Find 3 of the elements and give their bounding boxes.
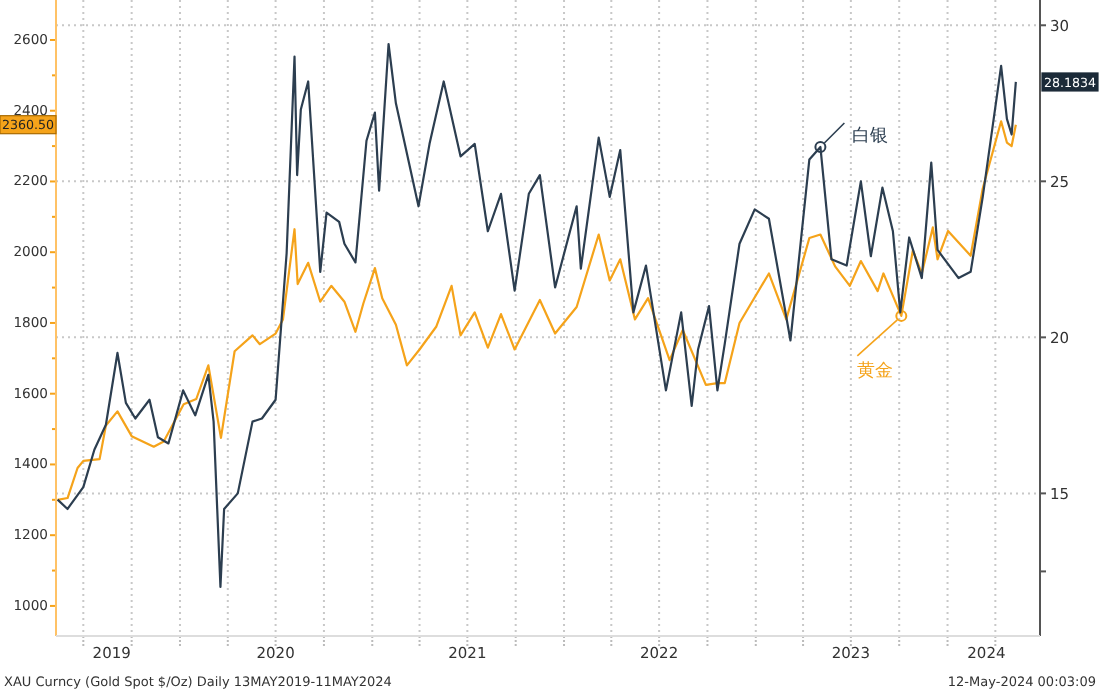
legend-label: 白银	[852, 124, 889, 147]
line-series	[56, 42, 1017, 589]
text: 黄金	[857, 359, 894, 382]
